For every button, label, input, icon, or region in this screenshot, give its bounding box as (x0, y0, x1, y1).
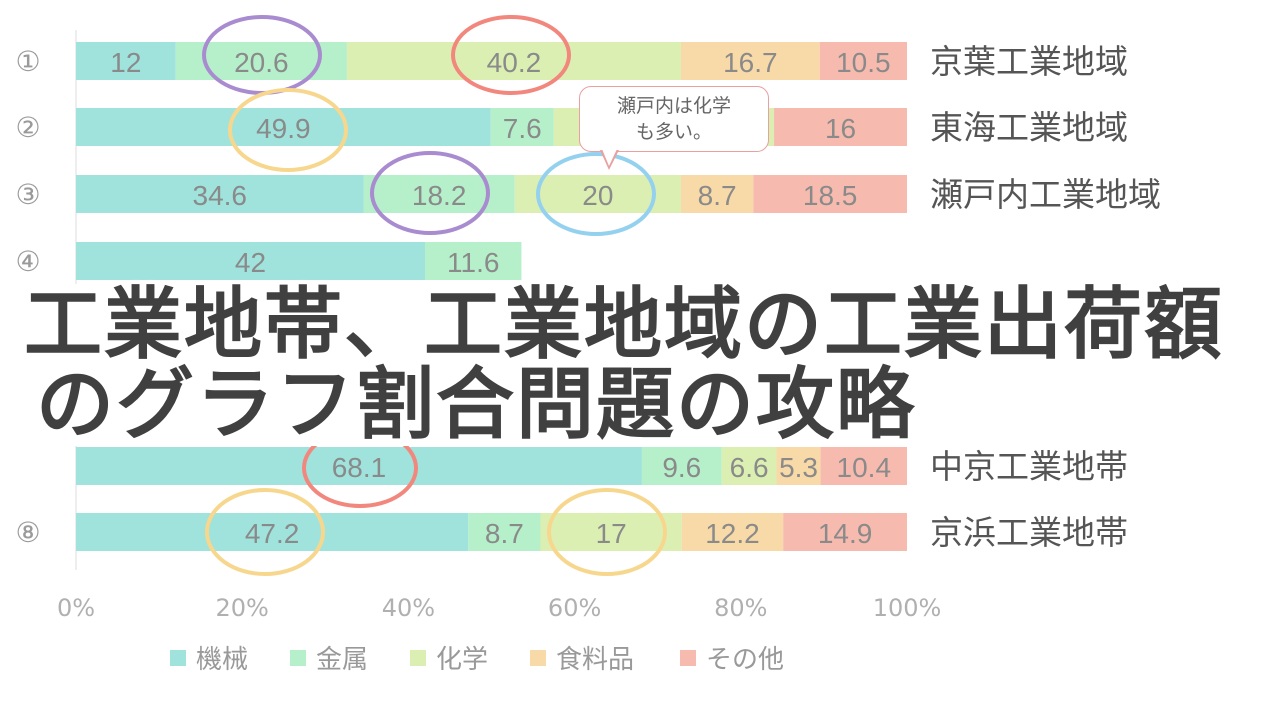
data-label: 10.4 (837, 452, 892, 483)
data-label: 42 (235, 247, 266, 278)
x-tick-label: 20% (216, 594, 269, 622)
x-tick-label: 80% (714, 594, 767, 622)
callout-line-2: も多い。 (635, 121, 712, 143)
data-label: 7.6 (503, 113, 542, 144)
x-tick-label: 40% (382, 594, 435, 622)
legend-swatch (680, 650, 696, 666)
bar-segment-食料品 (681, 513, 784, 551)
category-label: 瀬戸内工業地域 (930, 175, 1161, 214)
bar-segment-機械 (76, 513, 469, 551)
bar-segment-機械 (76, 447, 642, 485)
bar-segment-機械 (76, 42, 176, 80)
data-label: 47.2 (245, 518, 300, 549)
annotation-circle (370, 151, 490, 235)
data-label: 11.6 (447, 247, 499, 278)
bar-segment-化学 (721, 447, 777, 485)
row-number: ⑧ (15, 516, 40, 549)
callout-tail-fill (602, 149, 617, 166)
row-number: ④ (15, 245, 40, 278)
bar-segment-金属 (468, 513, 541, 551)
data-label: 9.6 (662, 452, 701, 483)
legend-swatch (170, 650, 186, 666)
callout-bubble: 瀬戸内は化学 も多い。 (579, 86, 769, 152)
data-label: 20.6 (234, 47, 289, 78)
data-label: 18.5 (803, 180, 858, 211)
bar-segment-食料品 (776, 447, 821, 485)
category-label: 京浜工業地帯 (930, 513, 1128, 552)
annotation-circle (451, 15, 571, 95)
data-label: 12.2 (705, 518, 760, 549)
bar-segment-金属 (425, 242, 522, 280)
data-label: 16.7 (723, 47, 778, 78)
bar-segment-その他 (753, 175, 907, 213)
category-label: 中京工業地帯 (930, 447, 1128, 486)
data-label: 12 (110, 47, 141, 78)
data-label: 34.6 (193, 180, 248, 211)
annotation-circle (536, 152, 656, 236)
data-label: 17 (596, 518, 627, 549)
legend-swatch (290, 650, 306, 666)
legend-label: 食料品 (556, 645, 634, 675)
bar-segment-その他 (819, 42, 907, 80)
x-tick-label: 60% (548, 594, 601, 622)
x-tick-label: 0% (57, 594, 95, 622)
bar-segment-金属 (490, 108, 554, 146)
bar-segment-金属 (641, 447, 722, 485)
data-label: 49.9 (256, 113, 311, 144)
title-line-2: のグラフ割合問題の攻略 (36, 360, 917, 450)
bar-segment-機械 (76, 242, 426, 280)
bar-segment-その他 (774, 108, 907, 146)
legend-label: 機械 (196, 645, 248, 675)
data-label: 8.7 (698, 180, 737, 211)
legend-swatch (410, 650, 426, 666)
row-number: ① (15, 45, 40, 78)
data-label: 20 (582, 180, 613, 211)
data-label: 14.9 (818, 518, 873, 549)
category-label: 京葉工業地域 (930, 42, 1128, 81)
legend-label: 金属 (316, 645, 368, 675)
annotation-circle (228, 88, 348, 172)
data-label: 68.1 (332, 452, 387, 483)
legend-label: 化学 (436, 645, 488, 675)
data-label: 10.5 (836, 47, 891, 78)
annotation-circle (205, 488, 325, 576)
x-tick-label: 100% (873, 594, 942, 622)
row-number: ② (15, 111, 40, 144)
bar-segment-化学 (346, 42, 681, 80)
row-number: ③ (15, 178, 40, 211)
legend-label: その他 (706, 645, 784, 675)
bar-segment-その他 (820, 447, 907, 485)
bar-segment-食料品 (680, 175, 754, 213)
bar-segment-機械 (76, 175, 364, 213)
data-label: 5.3 (779, 452, 818, 483)
data-label: 6.6 (730, 452, 769, 483)
bar-segment-化学 (540, 513, 682, 551)
data-label: 16 (825, 113, 856, 144)
legend-swatch (530, 650, 546, 666)
bar-segment-その他 (783, 513, 907, 551)
data-label: 40.2 (487, 47, 542, 78)
data-label: 18.2 (412, 180, 467, 211)
bar-segment-機械 (76, 108, 491, 146)
title-line-1: 工業地帯、工業地域の工業出荷額 (24, 280, 1225, 370)
annotation-circle (547, 488, 667, 576)
data-label: 8.7 (485, 518, 524, 549)
callout-line-1: 瀬戸内は化学 (616, 95, 731, 117)
bar-segment-食料品 (680, 42, 820, 80)
category-label: 東海工業地域 (930, 108, 1128, 147)
